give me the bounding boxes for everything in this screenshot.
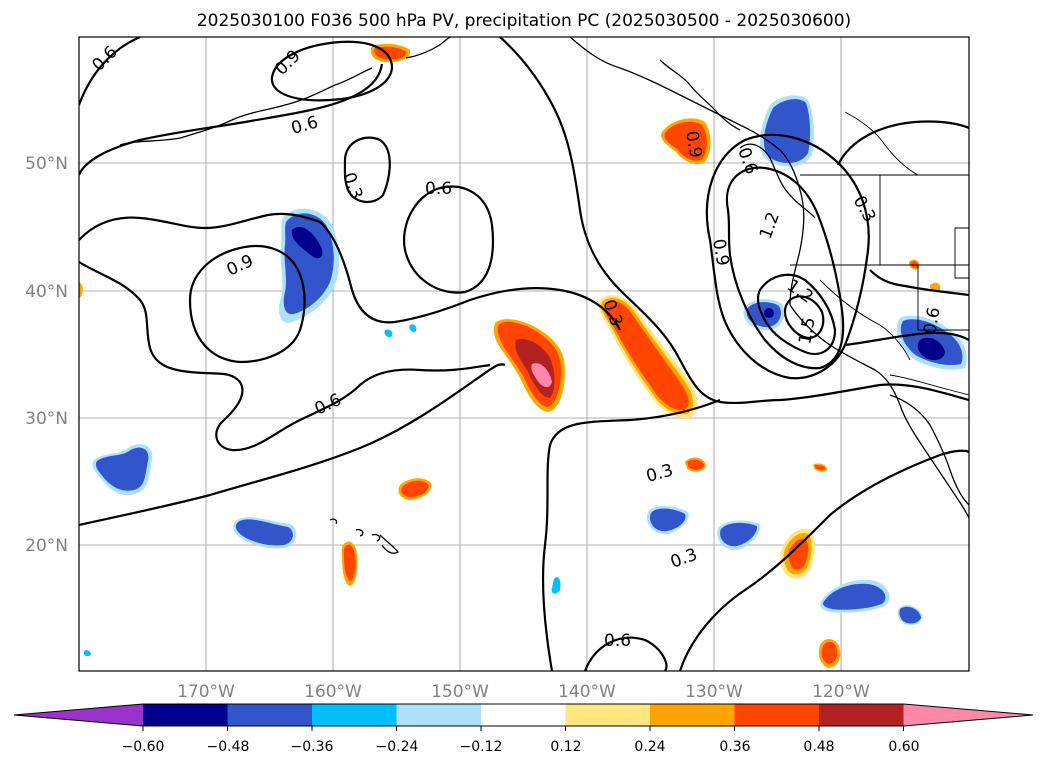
colorbar-bin (565, 704, 651, 726)
contour-label: 0.9 (681, 129, 705, 159)
colorbar-tick-label: 0.60 (888, 739, 919, 755)
lat-label: 50°N (25, 154, 68, 174)
colorbar-tick-label: −0.24 (376, 739, 419, 755)
lat-label: 30°N (25, 409, 68, 429)
colorbar-over-extend (903, 704, 1033, 726)
contour-label: 0.6 (604, 631, 631, 651)
colorbar-under-extend (14, 704, 143, 726)
positive-anomaly-blob (780, 528, 815, 579)
lat-label: 20°N (25, 536, 68, 556)
contour-label: 0.6 (425, 179, 452, 199)
coastline (119, 37, 969, 554)
colorbar-tick-labels: −0.60 −0.48 −0.36 −0.24 −0.12 0.12 0.24 … (122, 739, 920, 755)
latitude-labels: 50°N 40°N 30°N 20°N (25, 154, 68, 556)
negative-anomaly-blob (820, 579, 890, 613)
negative-anomaly-blob (233, 517, 297, 549)
negative-anomaly-blob (743, 299, 785, 331)
colorbar-tick-label: 0.48 (803, 739, 834, 755)
colorbar-bin (481, 704, 566, 726)
contour-label: 0.6 (920, 306, 944, 336)
positive-anomaly-blob (684, 457, 707, 472)
colorbar-tick-label: 0.24 (634, 739, 665, 755)
colorbar-bin (312, 704, 397, 726)
colorbar-bin (734, 704, 820, 726)
colorbar-tick-label: −0.12 (460, 739, 503, 755)
political-borders (790, 111, 969, 396)
lon-label: 140°W (558, 682, 616, 702)
colorbar-tick-label: 0.12 (550, 739, 581, 755)
lon-label: 160°W (304, 682, 362, 702)
colorbar-tick-label: −0.36 (291, 739, 334, 755)
pv-contours (79, 37, 969, 671)
lon-label: 170°W (177, 682, 235, 702)
contour-label: 0.9 (708, 237, 732, 267)
colorbar-bin (143, 704, 228, 726)
colorbar-tick-label: −0.48 (207, 739, 250, 755)
colorbar-bin (650, 704, 735, 726)
positive-anomaly-blob (79, 259, 941, 472)
negative-anomaly-blob (897, 605, 923, 625)
positive-anomaly-blob (493, 319, 565, 412)
lon-label: 120°W (812, 682, 870, 702)
colorbar (13, 703, 1034, 731)
lon-label: 130°W (685, 682, 743, 702)
positive-anomaly-blob (661, 118, 711, 165)
negative-anomaly-blob (278, 208, 340, 323)
map-frame (78, 36, 970, 672)
positive-anomaly-blob (818, 638, 841, 668)
positive-anomaly-blob (341, 541, 358, 586)
figure-title: 2025030100 F036 500 hPa PV, precipitatio… (197, 11, 851, 31)
positive-anomaly-blob (598, 295, 698, 419)
colorbar-tick-label: 0.36 (719, 739, 750, 755)
contour-label: 1.5 (795, 316, 819, 346)
lon-label: 150°W (431, 682, 489, 702)
negative-anomaly-blob (646, 505, 689, 535)
negative-anomaly-blob (92, 444, 153, 496)
precip-shading (79, 43, 967, 668)
negative-anomaly-blob (83, 324, 561, 657)
colorbar-bin (227, 704, 313, 726)
lat-label: 40°N (25, 282, 68, 302)
negative-anomaly-blob (717, 520, 761, 551)
negative-anomaly-blob (896, 315, 967, 370)
positive-anomaly-blob (398, 478, 432, 500)
longitude-labels: 170°W 160°W 150°W 140°W 130°W 120°W (177, 682, 870, 702)
colorbar-bin (396, 704, 482, 726)
colorbar-bin (819, 704, 904, 726)
colorbar-tick-label: −0.60 (122, 739, 165, 755)
